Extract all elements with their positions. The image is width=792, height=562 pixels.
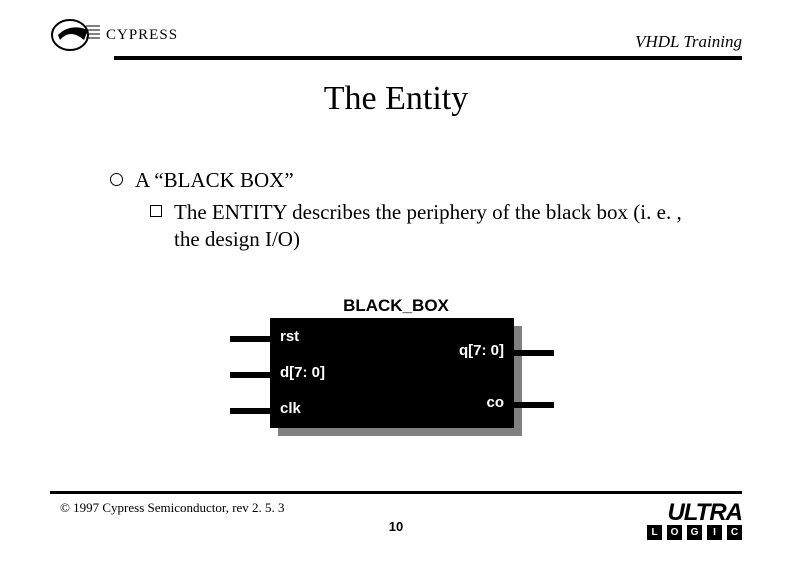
- port-co: co: [486, 394, 504, 411]
- port-line-clk: [230, 408, 270, 414]
- blackbox-diagram: BLACK_BOX rst d[7: 0] clk q[7: 0] co: [0, 296, 792, 436]
- footer-divider: [50, 491, 742, 494]
- port-clk: clk: [280, 400, 301, 417]
- port-q: q[7: 0]: [459, 342, 504, 359]
- company-logo: CYPRESS: [50, 18, 178, 52]
- logic-badge-l: L: [647, 525, 662, 540]
- bullet-level1-text: A “BLACK BOX”: [135, 168, 294, 193]
- port-line-d: [230, 372, 270, 378]
- bullet-level2: The ENTITY describes the periphery of th…: [150, 199, 702, 254]
- bullet-square-icon: [150, 205, 162, 217]
- ultra-logo: ULTRA L O G I C: [647, 503, 742, 540]
- slide-title: The Entity: [0, 80, 792, 118]
- port-rst: rst: [280, 328, 299, 345]
- bullet-circle-icon: [110, 173, 123, 186]
- logic-badge-row: L O G I C: [647, 525, 742, 540]
- copyright-text: © 1997 Cypress Semiconductor, rev 2. 5. …: [60, 500, 285, 516]
- bullet-level1: A “BLACK BOX”: [110, 168, 702, 193]
- logic-badge-g: G: [687, 525, 702, 540]
- bullet-level2-text: The ENTITY describes the periphery of th…: [174, 199, 702, 254]
- port-d: d[7: 0]: [280, 364, 325, 381]
- logic-badge-i: I: [707, 525, 722, 540]
- cypress-logo-icon: [50, 18, 100, 52]
- port-line-q: [514, 350, 554, 356]
- logic-badge-o: O: [667, 525, 682, 540]
- diagram-box: rst d[7: 0] clk q[7: 0] co: [270, 318, 522, 436]
- logic-badge-c: C: [727, 525, 742, 540]
- header-title: VHDL Training: [635, 32, 742, 52]
- diagram-title: BLACK_BOX: [0, 296, 792, 316]
- content-area: A “BLACK BOX” The ENTITY describes the p…: [110, 168, 702, 260]
- company-logo-text: CYPRESS: [106, 27, 178, 44]
- port-line-rst: [230, 336, 270, 342]
- header-divider: [114, 56, 742, 60]
- ultra-logo-text: ULTRA: [647, 503, 742, 523]
- port-line-co: [514, 402, 554, 408]
- header-bar: CYPRESS VHDL Training: [50, 18, 742, 52]
